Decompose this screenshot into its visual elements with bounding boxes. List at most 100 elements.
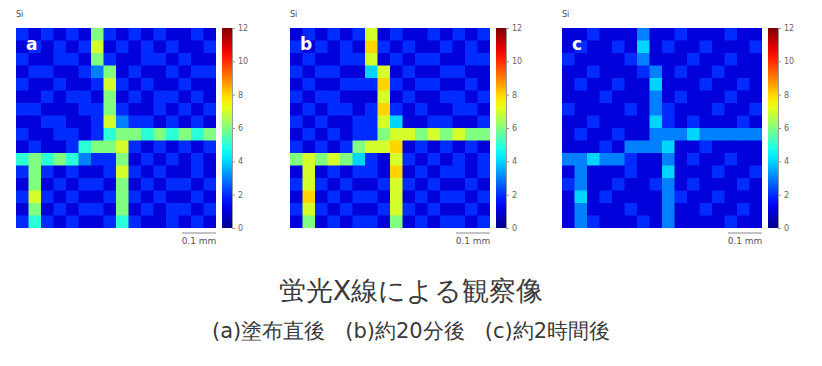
heatmap-cell (712, 178, 725, 191)
heatmap-cell (353, 78, 366, 91)
heatmap-cell (415, 141, 428, 154)
heatmap-cell (562, 166, 575, 179)
tick-label: 2 (784, 191, 789, 200)
heatmap-cell (440, 128, 453, 141)
heatmap-cell (712, 141, 725, 154)
heatmap-cell (650, 116, 663, 129)
heatmap-cell (191, 66, 204, 79)
heatmap-cell (54, 116, 67, 129)
heatmap-cell (166, 216, 179, 229)
heatmap-cell (750, 91, 763, 104)
heatmap-cell (154, 91, 167, 104)
heatmap-cell (453, 116, 466, 129)
heatmap-cell (750, 116, 763, 129)
heatmap-cell (675, 153, 688, 166)
heatmap-cell (340, 128, 353, 141)
heatmap-cell (378, 153, 391, 166)
heatmap-cell (687, 53, 700, 66)
tick-mark (232, 28, 235, 29)
heatmap-cell (303, 116, 316, 129)
heatmap-cell (54, 141, 67, 154)
heatmap-cell (41, 78, 54, 91)
panel-title: Si (16, 10, 23, 19)
heatmap-cell (403, 53, 416, 66)
heatmap-cell (191, 166, 204, 179)
heatmap-cell (403, 28, 416, 41)
heatmap-cell (353, 203, 366, 216)
heatmap-cell (415, 216, 428, 229)
heatmap-cell (166, 78, 179, 91)
heatmap-cell (600, 41, 613, 54)
heatmap-cell (340, 166, 353, 179)
heatmap-cell (737, 41, 750, 54)
heatmap-cell (637, 191, 650, 204)
heatmap-cell (191, 78, 204, 91)
heatmap-cell (403, 153, 416, 166)
heatmap-cell (675, 178, 688, 191)
heatmap-cell (129, 28, 142, 41)
heatmap-cell (390, 103, 403, 116)
tick: 8 (506, 91, 517, 100)
heatmap-cell (465, 128, 478, 141)
heatmap-cell (290, 66, 303, 79)
heatmap-cell (675, 53, 688, 66)
heatmap-cell (353, 216, 366, 229)
heatmap-cell (562, 178, 575, 191)
heatmap-cell (378, 191, 391, 204)
heatmap-cell (650, 178, 663, 191)
heatmap-cell (328, 191, 341, 204)
heatmap-cell (179, 141, 192, 154)
heatmap-cell (637, 66, 650, 79)
heatmap-cell (141, 178, 154, 191)
heatmap-cell (390, 91, 403, 104)
heatmap-cell (166, 53, 179, 66)
heatmap-cell (179, 103, 192, 116)
heatmap-cell (440, 103, 453, 116)
heatmap-cell (478, 141, 491, 154)
colorbar: 024681012 (222, 24, 248, 233)
heatmap-cell (166, 28, 179, 41)
heatmap-cell (453, 153, 466, 166)
heatmap-cell (166, 116, 179, 129)
tick-mark (506, 128, 509, 129)
heatmap-cell (79, 141, 92, 154)
heatmap-cell (290, 53, 303, 66)
heatmap-cell (403, 91, 416, 104)
heatmap-cell (365, 103, 378, 116)
heatmap-cell (612, 141, 625, 154)
heatmap-cell (16, 203, 29, 216)
heatmap-cell (116, 116, 129, 129)
heatmap-cell (66, 141, 79, 154)
heatmap-cell (179, 66, 192, 79)
heatmap-cell (687, 66, 700, 79)
heatmap-cell (637, 41, 650, 54)
heatmap-cell (54, 128, 67, 141)
heatmap-cell (612, 153, 625, 166)
heatmap-cell (79, 91, 92, 104)
heatmap-cell (600, 166, 613, 179)
heatmap-cell (303, 141, 316, 154)
heatmap-cell (687, 203, 700, 216)
heatmap-cell (54, 216, 67, 229)
tick: 2 (232, 191, 243, 200)
tick-mark (232, 195, 235, 196)
tick-mark (232, 228, 235, 229)
heatmap-cell (650, 78, 663, 91)
heatmap-cell (315, 216, 328, 229)
heatmap-cell (637, 128, 650, 141)
heatmap-cell (315, 153, 328, 166)
heatmap-cell (712, 53, 725, 66)
heatmap-cell (687, 91, 700, 104)
heatmap-cell (700, 153, 713, 166)
tick: 8 (778, 91, 789, 100)
heatmap-cell (91, 128, 104, 141)
heatmap-cell (204, 203, 217, 216)
heatmap-cell (353, 66, 366, 79)
heatmap-cell (340, 91, 353, 104)
heatmap-cell (41, 53, 54, 66)
heatmap-cell (600, 191, 613, 204)
heatmap-cell (41, 203, 54, 216)
heatmap-cell (154, 141, 167, 154)
heatmap-cell (353, 91, 366, 104)
heatmap-cell (440, 66, 453, 79)
